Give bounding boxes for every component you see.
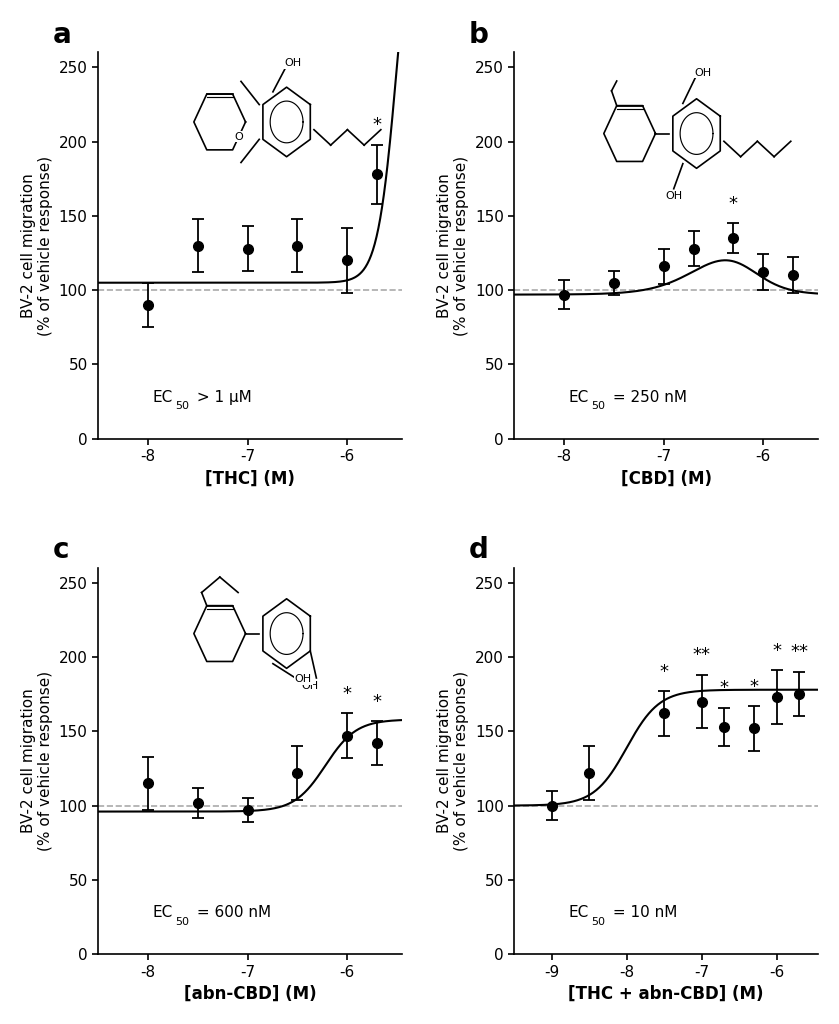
Text: c: c [53, 536, 69, 564]
Text: EC: EC [153, 389, 173, 404]
Text: *: * [659, 663, 669, 681]
Text: EC: EC [153, 905, 173, 921]
Text: *: * [729, 195, 738, 213]
Text: 50: 50 [591, 916, 606, 927]
X-axis label: [abn-CBD] (M): [abn-CBD] (M) [184, 985, 316, 1004]
Text: = 600 nM: = 600 nM [192, 905, 272, 921]
Text: *: * [373, 116, 382, 134]
Text: 50: 50 [175, 916, 190, 927]
Text: > 1 μM: > 1 μM [192, 389, 252, 404]
Text: OH: OH [665, 191, 682, 202]
Text: *: * [343, 685, 352, 703]
Text: OH: OH [302, 681, 319, 691]
Text: EC: EC [569, 905, 589, 921]
Text: OH: OH [284, 58, 301, 68]
Text: d: d [468, 536, 488, 564]
Text: b: b [468, 20, 488, 48]
Text: = 10 nM: = 10 nM [608, 905, 678, 921]
Text: O: O [235, 132, 243, 141]
X-axis label: [THC] (M): [THC] (M) [206, 470, 295, 487]
X-axis label: [THC + abn-CBD] (M): [THC + abn-CBD] (M) [568, 985, 763, 1004]
Y-axis label: BV-2 cell migration
(% of vehicle response): BV-2 cell migration (% of vehicle respon… [437, 671, 469, 851]
Text: *: * [373, 692, 382, 711]
Text: **: ** [790, 643, 809, 662]
Text: = 250 nM: = 250 nM [608, 389, 687, 404]
Text: OH: OH [294, 674, 312, 684]
Y-axis label: BV-2 cell migration
(% of vehicle response): BV-2 cell migration (% of vehicle respon… [437, 156, 469, 336]
Text: 50: 50 [591, 401, 606, 411]
Text: OH: OH [694, 68, 711, 78]
Text: EC: EC [569, 389, 589, 404]
Text: **: ** [693, 646, 711, 665]
Y-axis label: BV-2 cell migration
(% of vehicle response): BV-2 cell migration (% of vehicle respon… [21, 156, 53, 336]
Text: *: * [750, 678, 758, 695]
Text: a: a [53, 20, 71, 48]
Text: *: * [773, 642, 781, 660]
Y-axis label: BV-2 cell migration
(% of vehicle response): BV-2 cell migration (% of vehicle respon… [21, 671, 53, 851]
Text: *: * [720, 679, 729, 697]
Text: 50: 50 [175, 401, 190, 411]
X-axis label: [CBD] (M): [CBD] (M) [621, 470, 711, 487]
